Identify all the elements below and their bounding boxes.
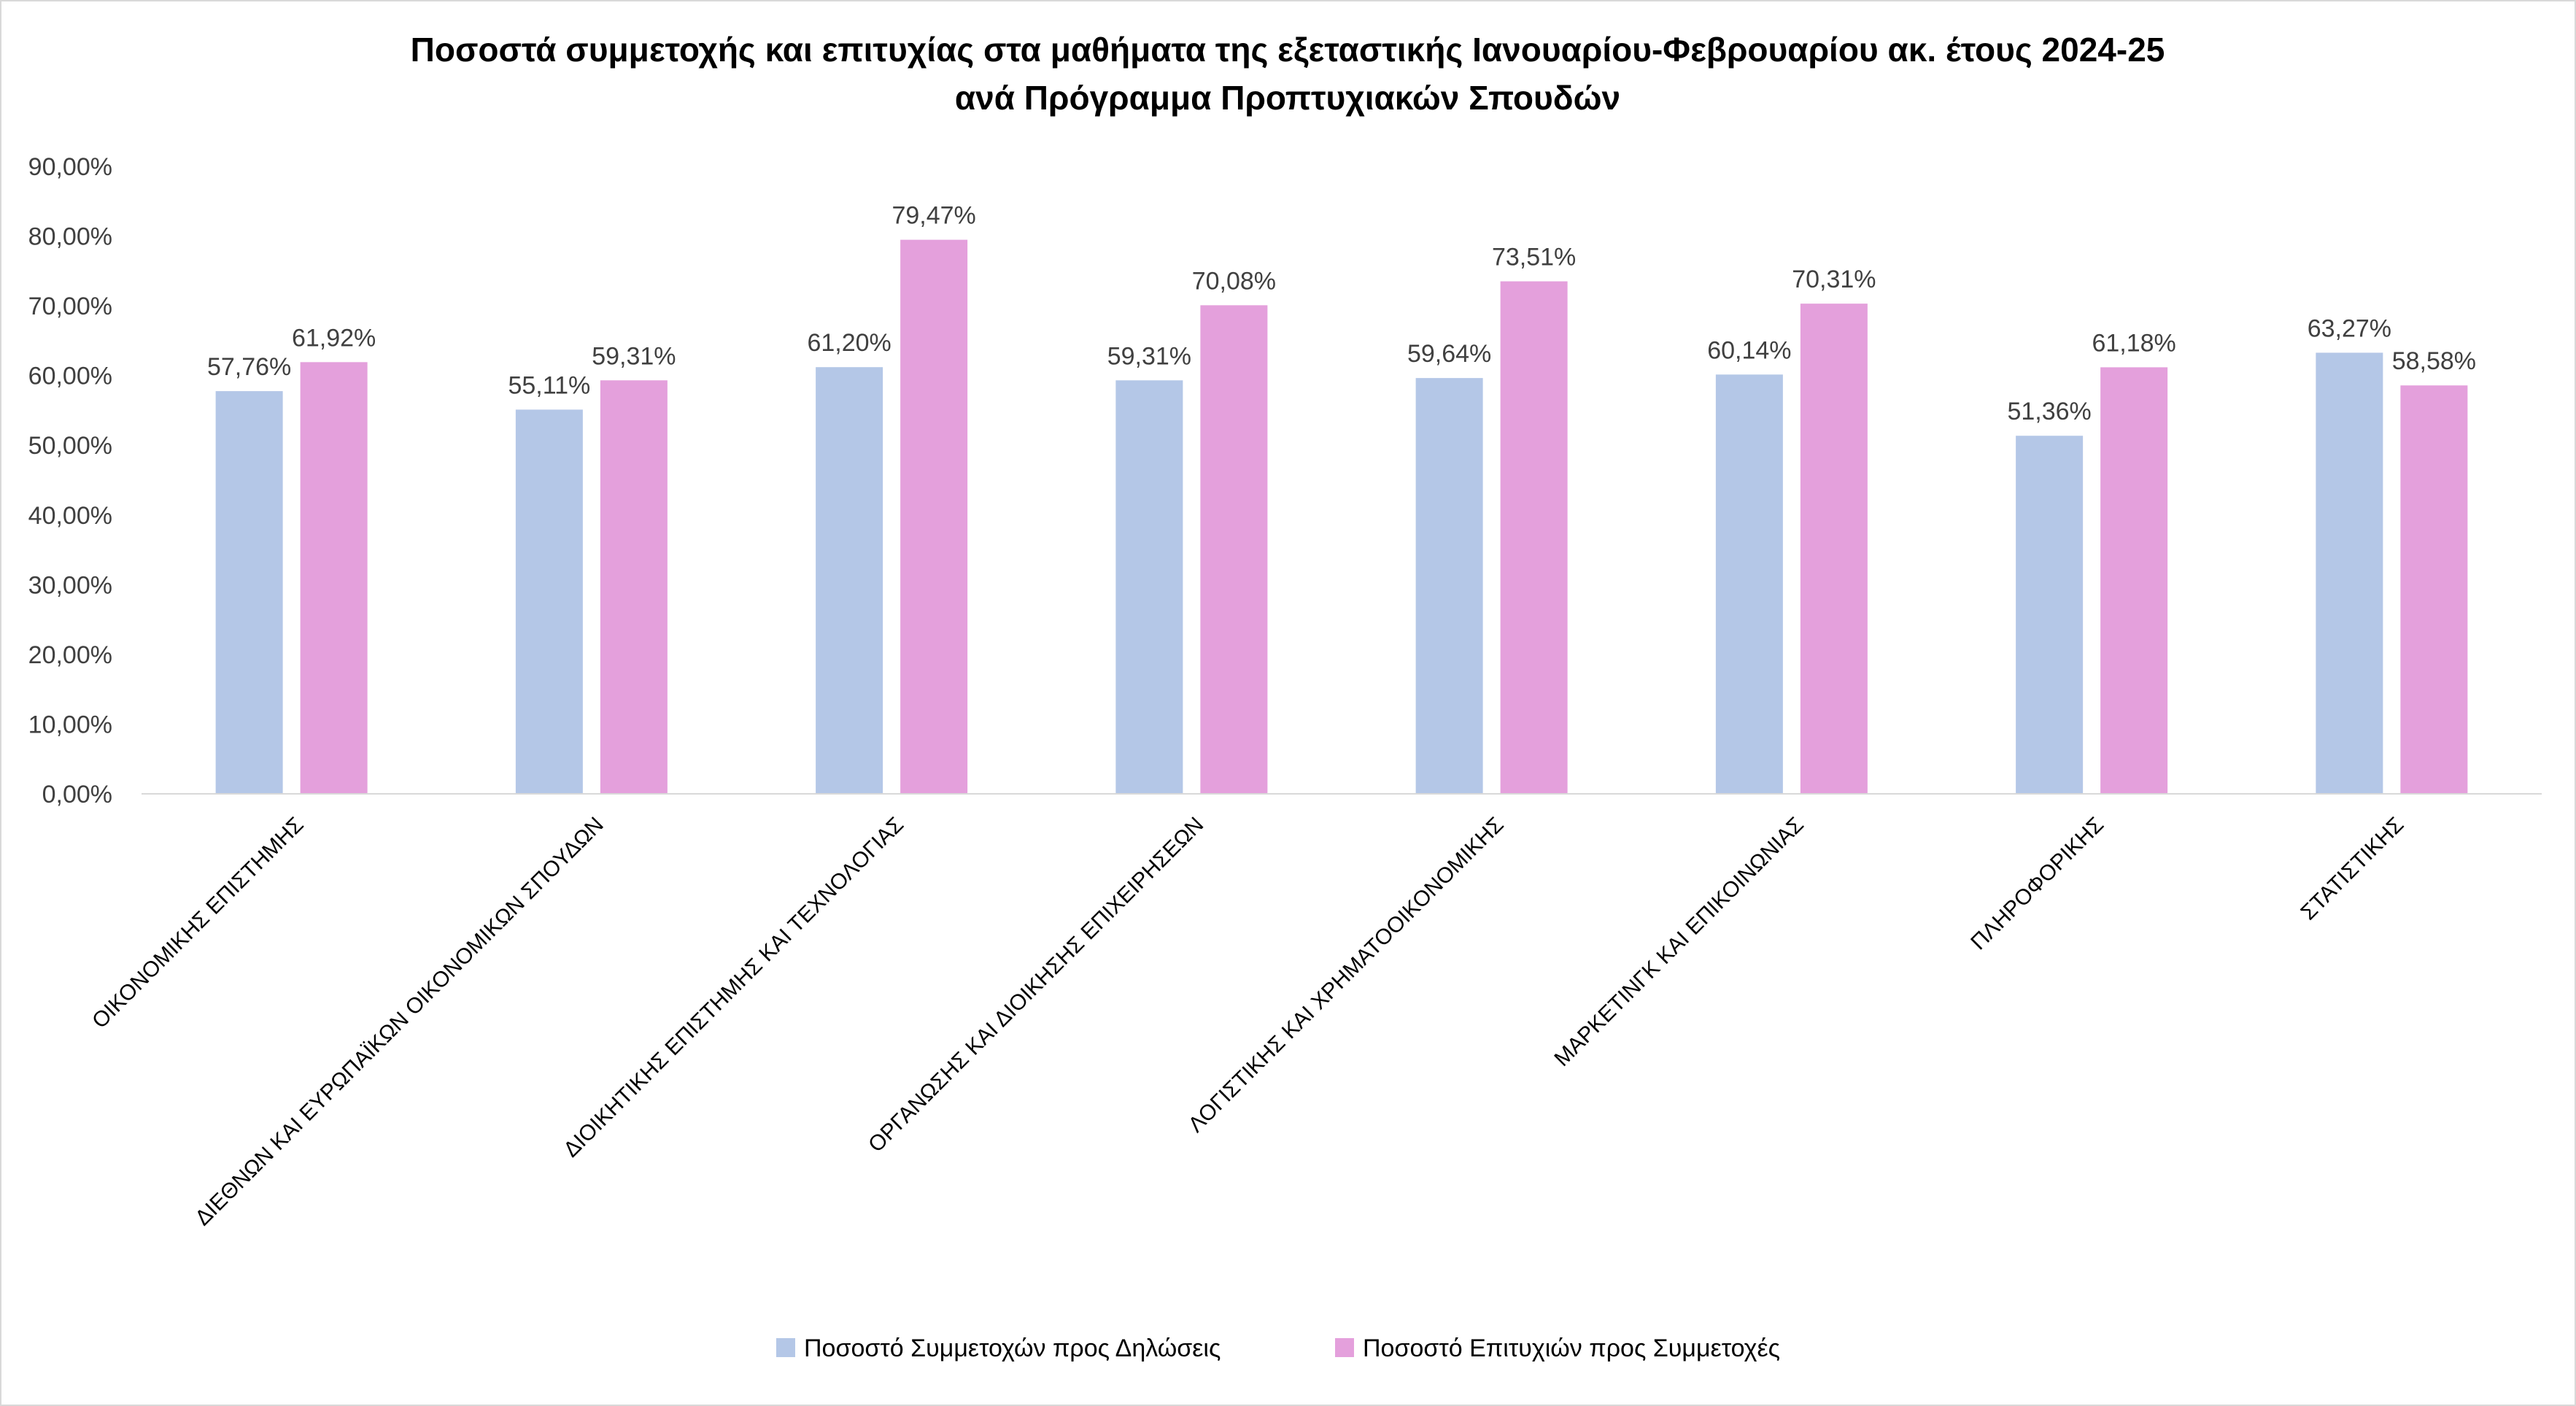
bar-series-1 [816,367,883,794]
y-axis: 0,00% 10,00% 20,00% 30,00% 40,00% 50,00% 60,00… [28,153,112,808]
bar-series-1 [1715,374,1783,794]
bar-series-1 [2016,436,2084,794]
y-tick-label: 50,00% [28,432,112,460]
x-tick-label: ΜΑΡΚΕΤΙΝΓΚ ΚΑΙ ΕΠΙΚΟΙΝΩΝΙΑΣ [1550,813,1808,1071]
bar-series-1 [2316,352,2383,794]
data-label-series-2: 70,08% [1192,267,1276,295]
legend-label-series-1: Ποσοστό Συμμετοχών προς Δηλώσεις [804,1334,1221,1362]
x-tick-label: ΣΤΑΤΙΣΤΙΚΗΣ [2297,813,2409,925]
data-label-series-1: 60,14% [1707,336,1791,364]
y-tick-label: 20,00% [28,641,112,669]
bar-series-2 [900,239,968,794]
bar-series-1 [1115,380,1183,794]
bar-series-2 [600,380,668,794]
legend-label-series-2: Ποσοστό Επιτυχιών προς Συμμετοχές [1363,1334,1780,1362]
data-label-series-1: 59,64% [1407,340,1491,368]
data-label-series-1: 55,11% [508,371,590,399]
legend-swatch-series-2 [1335,1338,1354,1357]
data-label-series-2: 61,18% [2092,329,2175,357]
data-label-series-2: 79,47% [891,202,975,230]
data-label-series-2: 73,51% [1492,244,1576,271]
x-tick-label: ΛΟΓΙΣΤΙΚΗΣ ΚΑΙ ΧΡΗΜΑΤΟΟΙΚΟΝΟΜΙΚΗΣ [1184,813,1509,1137]
data-labels-group: 57,76%61,92%55,11%59,31% 61,20%79,47%59,3… [207,202,2476,426]
x-tick-label: ΠΛΗΡΟΦΟΡΙΚΗΣ [1966,813,2108,955]
y-tick-label: 10,00% [28,711,112,738]
bar-series-1 [1415,378,1483,794]
y-tick-label: 30,00% [28,571,112,599]
y-tick-label: 0,00% [42,781,112,808]
x-tick-label: ΔΙΟΙΚΗΤΙΚΗΣ ΕΠΙΣΤΗΜΗΣ ΚΑΙ ΤΕΧΝΟΛΟΓΙΑΣ [559,813,908,1162]
data-label-series-1: 57,76% [207,353,291,381]
bar-series-2 [2100,367,2168,794]
chart-subtitle: ανά Πρόγραμμα Προπτυχιακών Σπουδών [955,79,1620,117]
bars-group [215,239,2468,794]
data-label-series-1: 61,20% [807,329,891,357]
bar-series-1 [215,391,283,794]
x-tick-label: ΟΡΓΑΝΩΣΗΣ ΚΑΙ ΔΙΟΙΚΗΣΗΣ ΕΠΙΧΕΙΡΗΣΕΩΝ [864,813,1208,1157]
y-tick-label: 70,00% [28,293,112,320]
data-label-series-1: 63,27% [2308,314,2391,342]
data-label-series-1: 59,31% [1107,342,1191,370]
data-label-series-2: 61,92% [292,324,376,352]
data-label-series-2: 70,31% [1792,266,1876,293]
y-tick-label: 80,00% [28,223,112,251]
bar-series-2 [1800,304,1868,794]
legend-swatch-series-1 [776,1338,795,1357]
y-tick-label: 60,00% [28,363,112,390]
x-tick-label: ΟΙΚΟΝΟΜΙΚΗΣ ΕΠΙΣΤΗΜΗΣ [88,813,308,1033]
data-label-series-2: 58,58% [2392,347,2476,375]
y-tick-label: 90,00% [28,153,112,181]
bar-series-2 [300,362,368,794]
data-label-series-2: 59,31% [592,342,676,370]
legend: Ποσοστό Συμμετοχών προς Δηλώσεις Ποσοστό … [776,1334,1780,1362]
bar-series-1 [515,409,583,794]
bar-series-2 [1500,281,1568,794]
data-label-series-1: 51,36% [2007,398,2091,425]
bar-series-2 [1200,305,1268,794]
bar-series-2 [2400,385,2468,794]
chart-title: Ποσοστά συμμετοχής και επιτυχίας στα μαθ… [411,31,2165,69]
y-tick-label: 40,00% [28,502,112,530]
